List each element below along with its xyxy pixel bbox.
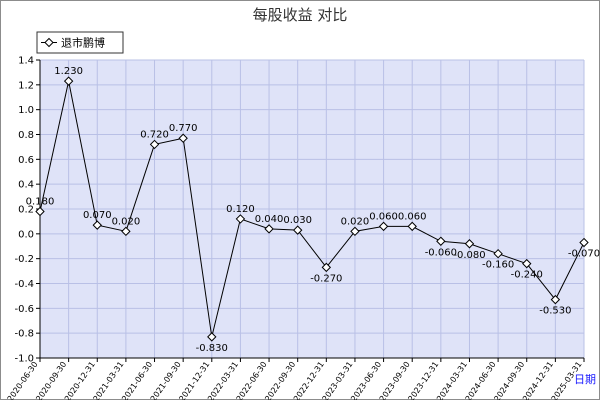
data-label: 0.120	[226, 204, 255, 215]
data-label: 0.060	[398, 211, 427, 222]
x-tick-label: 2020-06-30	[6, 360, 40, 400]
data-label: -0.080	[453, 250, 485, 261]
data-point-marker	[121, 226, 131, 237]
data-label: 0.720	[140, 129, 169, 140]
plot-area: -1.0 -0.8 -0.6 -0.4 -0.2 0.0 0.2 0.4 0.6 0.8 1.0 1.…	[6, 56, 600, 400]
y-tick-label: -1.0	[14, 354, 34, 365]
data-point-marker	[149, 139, 160, 150]
data-point-marker	[378, 221, 389, 232]
x-tick-label: 2024-06-30	[464, 360, 498, 400]
data-label: 0.020	[112, 216, 141, 227]
y-tick-label: -0.6	[14, 304, 34, 315]
data-point-marker	[207, 332, 217, 342]
y-tick-label: 0.2	[18, 205, 34, 216]
y-tick-label: 0.6	[18, 155, 34, 166]
data-point-marker	[35, 206, 45, 217]
x-tick-label: 2024-12-31	[521, 360, 555, 400]
data-point-marker	[350, 226, 360, 237]
y-tick-label: -0.4	[14, 279, 34, 290]
x-tick-label: 2021-12-31	[177, 360, 211, 400]
chart-title: 每股收益 对比	[253, 6, 348, 24]
x-tick-label: 2023-06-30	[349, 360, 383, 400]
data-point-marker	[464, 239, 475, 249]
x-tick-label: 2023-12-31	[406, 360, 440, 400]
x-tick-label: 2022-06-30	[235, 360, 269, 400]
data-point-marker	[579, 237, 589, 248]
legend-box	[36, 31, 124, 54]
legend-diamond-marker-icon	[44, 37, 54, 48]
data-label: -0.240	[511, 270, 543, 281]
x-tick-label: 2020-09-30	[34, 360, 68, 400]
data-label: -0.830	[196, 343, 228, 354]
data-label: 0.770	[169, 123, 198, 134]
x-tick-label: 2020-12-31	[63, 360, 97, 400]
data-point-marker	[407, 221, 417, 232]
series-line	[39, 81, 585, 338]
y-tick-label: 0.8	[18, 130, 34, 141]
data-point-marker	[550, 294, 561, 305]
x-tick-label: 2023-09-30	[378, 360, 412, 400]
data-label: 0.020	[341, 216, 370, 227]
y-tick-label: 0.4	[18, 180, 34, 191]
x-tick-label: 2022-03-31	[206, 360, 240, 400]
x-tick-label: 2021-06-30	[120, 360, 154, 400]
x-tick-label: 2021-09-30	[149, 360, 183, 400]
y-tick-label: -0.2	[14, 254, 34, 265]
data-point-marker	[178, 133, 188, 143]
data-label: 0.060	[369, 211, 398, 222]
legend: 退市鹏博	[36, 31, 124, 54]
data-label: -0.060	[425, 247, 457, 258]
data-point-marker	[92, 220, 102, 230]
x-tick-label: 2022-09-30	[263, 360, 297, 400]
data-label: 0.070	[83, 210, 112, 221]
data-label: 0.180	[26, 196, 55, 207]
data-point-marker	[436, 236, 446, 246]
data-label: 0.030	[283, 215, 312, 226]
data-point-marker	[493, 248, 503, 259]
legend-series-label: 退市鹏博	[61, 36, 105, 50]
y-tick-label: 1.2	[18, 80, 34, 91]
data-point-marker	[63, 76, 74, 86]
data-label: -0.070	[568, 249, 600, 260]
data-label: -0.530	[539, 306, 571, 317]
x-tick-label: 2021-03-31	[91, 360, 125, 400]
x-tick-label: 2024-09-30	[492, 360, 526, 400]
data-point-marker	[522, 258, 532, 269]
data-point-marker	[235, 214, 246, 224]
y-tick-label: -0.8	[14, 329, 34, 340]
x-tick-label: 2024-03-31	[435, 360, 469, 400]
data-point-marker	[321, 262, 332, 273]
data-label: 1.230	[54, 66, 83, 77]
x-tick-label: 2022-12-31	[292, 360, 326, 400]
y-tick-label: 0.0	[18, 229, 34, 240]
data-label: -0.160	[482, 260, 514, 271]
x-axis-label: 日期	[574, 373, 596, 386]
y-tick-label: 1.0	[18, 105, 34, 116]
data-point-marker	[292, 225, 303, 235]
y-tick-label: 1.4	[18, 56, 34, 67]
data-point-marker	[264, 224, 274, 234]
x-tick-label: 2023-03-31	[321, 360, 355, 400]
data-label: -0.270	[310, 273, 342, 284]
data-label: 0.040	[255, 214, 284, 225]
